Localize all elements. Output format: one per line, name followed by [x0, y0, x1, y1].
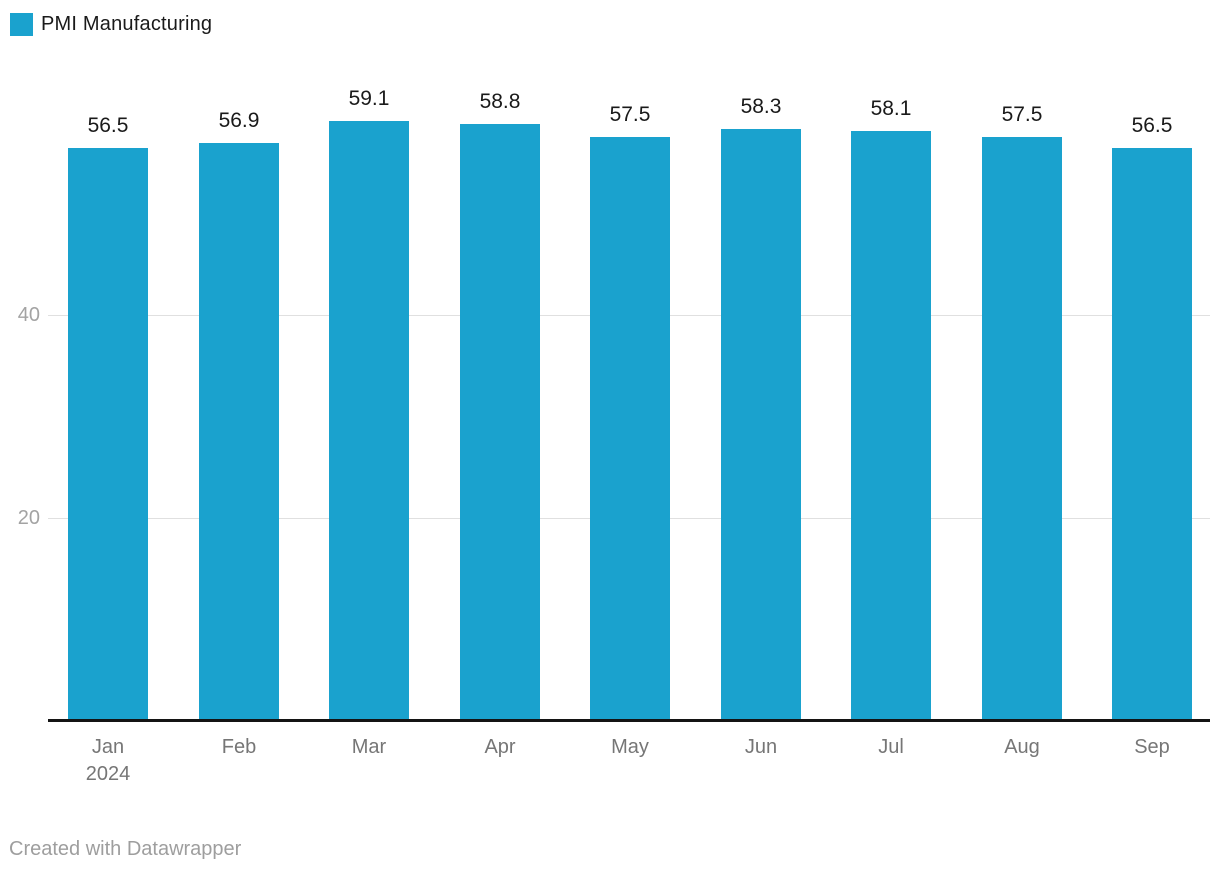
x-axis-label: Feb [174, 734, 304, 761]
bar-value-label: 58.8 [479, 90, 521, 113]
bar[interactable] [590, 137, 670, 719]
bar-value-label: 56.5 [1131, 114, 1173, 137]
x-axis-label-year: 2024 [85, 763, 131, 785]
x-axis-label: Sep [1087, 734, 1217, 761]
y-tick-label: 40 [17, 304, 40, 326]
x-axis-label-month: Sep [1134, 736, 1170, 758]
x-axis-label: Jan 2024 [43, 734, 173, 788]
x-axis-label: Jun [696, 734, 826, 761]
x-axis-label-month: Jul [878, 736, 904, 758]
x-axis-label-month: Mar [351, 736, 387, 758]
x-axis-label: Apr [435, 734, 565, 761]
x-axis-line [48, 719, 1210, 722]
bar-value-label: 58.3 [740, 95, 782, 118]
bar-value-label: 57.5 [609, 103, 651, 126]
x-axis-label: May [565, 734, 695, 761]
bar-value-label: 58.1 [870, 97, 912, 120]
legend-color-swatch [10, 13, 33, 36]
bar[interactable] [851, 131, 931, 719]
x-axis-label: Mar [304, 734, 434, 761]
bar[interactable] [982, 137, 1062, 719]
bar[interactable] [460, 124, 540, 719]
x-axis-label-month: Feb [221, 736, 257, 758]
bar[interactable] [721, 129, 801, 719]
bar[interactable] [329, 121, 409, 719]
bar-value-label: 59.1 [348, 87, 390, 110]
bar-value-label: 56.5 [87, 114, 129, 137]
x-axis-label-month: Aug [1004, 736, 1040, 758]
bar[interactable] [199, 143, 279, 719]
legend: PMI Manufacturing [10, 13, 212, 36]
bar[interactable] [68, 148, 148, 719]
x-axis-label: Aug [957, 734, 1087, 761]
x-axis-label-month: Jun [744, 736, 778, 758]
y-tick-label: 20 [17, 507, 40, 529]
x-axis-label-month: Apr [484, 736, 516, 758]
bar-value-label: 56.9 [218, 109, 260, 132]
x-axis-label: Jul [826, 734, 956, 761]
bar-value-label: 57.5 [1001, 103, 1043, 126]
legend-label: PMI Manufacturing [41, 13, 213, 35]
bar[interactable] [1112, 148, 1192, 719]
x-axis-label-month: Jan [91, 736, 125, 758]
x-axis-label-month: May [611, 736, 649, 758]
attribution-text: Created with Datawrapper [9, 838, 242, 860]
